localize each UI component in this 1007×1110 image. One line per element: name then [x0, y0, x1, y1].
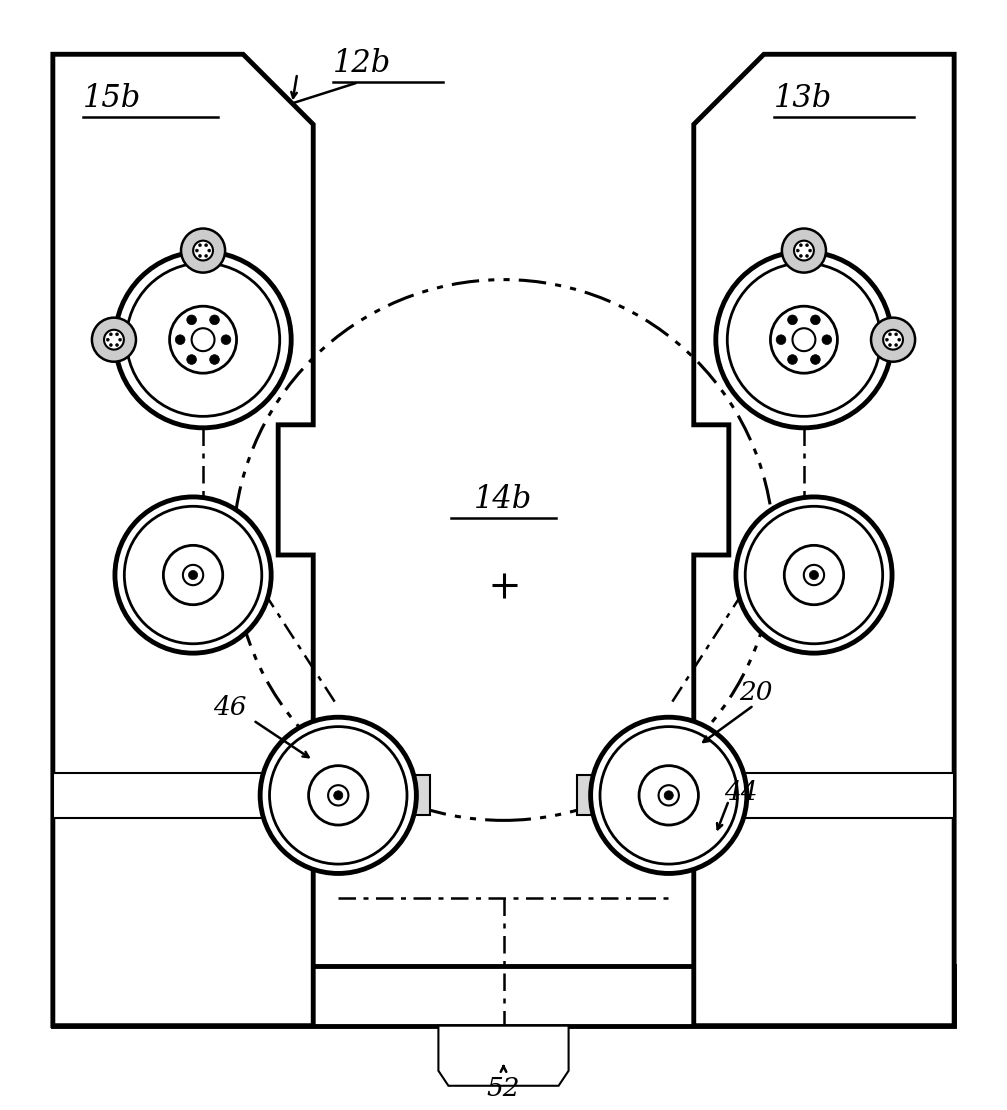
- Circle shape: [260, 717, 416, 874]
- Circle shape: [591, 717, 747, 874]
- Circle shape: [115, 252, 291, 427]
- Circle shape: [736, 497, 892, 653]
- Polygon shape: [411, 775, 430, 816]
- Circle shape: [800, 254, 803, 258]
- Circle shape: [716, 252, 892, 427]
- Circle shape: [186, 355, 196, 364]
- Circle shape: [204, 244, 207, 246]
- Text: 14b: 14b: [474, 484, 533, 515]
- Circle shape: [110, 343, 113, 346]
- Circle shape: [333, 790, 342, 800]
- Circle shape: [794, 241, 814, 261]
- Text: 12b: 12b: [333, 49, 392, 79]
- Circle shape: [193, 241, 213, 261]
- Text: 44: 44: [724, 780, 757, 806]
- Circle shape: [894, 333, 897, 336]
- Circle shape: [181, 229, 226, 273]
- Circle shape: [888, 333, 891, 336]
- Circle shape: [897, 339, 901, 341]
- Polygon shape: [52, 966, 955, 1026]
- Circle shape: [797, 249, 800, 252]
- Circle shape: [175, 335, 185, 344]
- Circle shape: [209, 355, 220, 364]
- Circle shape: [787, 355, 798, 364]
- Text: 15b: 15b: [83, 83, 141, 114]
- Circle shape: [822, 335, 832, 344]
- Circle shape: [188, 571, 197, 579]
- Circle shape: [811, 355, 821, 364]
- Circle shape: [810, 571, 819, 579]
- Circle shape: [198, 254, 201, 258]
- Polygon shape: [694, 773, 955, 818]
- Circle shape: [115, 497, 271, 653]
- Circle shape: [186, 315, 196, 325]
- Circle shape: [665, 790, 674, 800]
- Circle shape: [806, 254, 809, 258]
- Circle shape: [104, 330, 124, 350]
- Text: 52: 52: [486, 1076, 521, 1101]
- Circle shape: [806, 244, 809, 246]
- Circle shape: [781, 229, 826, 273]
- Circle shape: [811, 315, 821, 325]
- Circle shape: [198, 244, 201, 246]
- Circle shape: [787, 315, 798, 325]
- Circle shape: [116, 333, 119, 336]
- Polygon shape: [438, 1026, 569, 1086]
- Polygon shape: [52, 54, 313, 1026]
- Text: 13b: 13b: [774, 83, 832, 114]
- Circle shape: [119, 339, 122, 341]
- Circle shape: [209, 315, 220, 325]
- Text: 46: 46: [213, 695, 247, 720]
- Circle shape: [883, 330, 903, 350]
- Circle shape: [222, 335, 231, 344]
- Circle shape: [885, 339, 888, 341]
- Polygon shape: [577, 775, 596, 816]
- Circle shape: [92, 317, 136, 362]
- Circle shape: [894, 343, 897, 346]
- Circle shape: [110, 333, 113, 336]
- Circle shape: [195, 249, 198, 252]
- Circle shape: [207, 249, 210, 252]
- Circle shape: [800, 244, 803, 246]
- Polygon shape: [694, 54, 955, 1026]
- Circle shape: [106, 339, 110, 341]
- Polygon shape: [52, 773, 313, 818]
- Circle shape: [871, 317, 915, 362]
- Circle shape: [204, 254, 207, 258]
- Circle shape: [888, 343, 891, 346]
- Circle shape: [809, 249, 812, 252]
- Circle shape: [116, 343, 119, 346]
- Text: 20: 20: [739, 680, 772, 705]
- Circle shape: [776, 335, 785, 344]
